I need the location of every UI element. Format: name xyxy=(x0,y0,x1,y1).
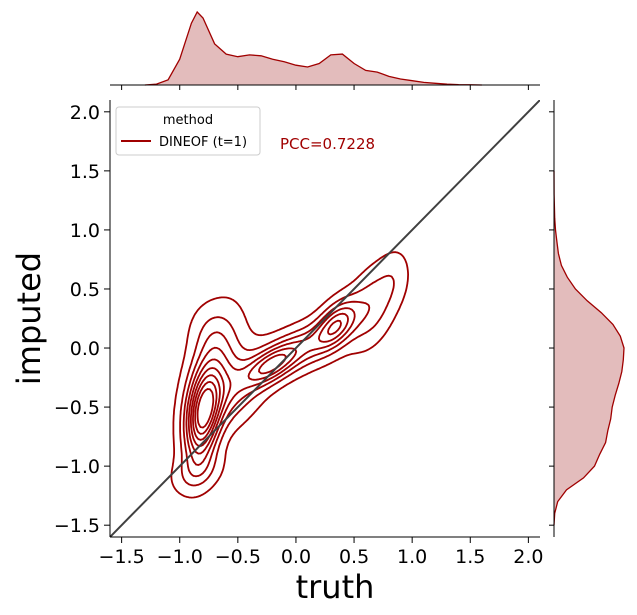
y-tick-label: 2.0 xyxy=(70,102,100,124)
kde-contour-level xyxy=(187,312,349,455)
top-marginal-ticks xyxy=(121,85,529,90)
kde-contour-level xyxy=(170,251,409,499)
y-tick-label: 0.0 xyxy=(70,338,100,360)
top-marginal-density xyxy=(110,10,540,90)
y-axis-ticks: −1.5 −1.0 −0.5 0.0 0.5 1.0 1.5 2.0 xyxy=(54,102,110,537)
x-axis-ticks: −1.5 −1.0 −0.5 0.0 0.5 1.0 1.5 2.0 xyxy=(99,537,543,568)
y-tick-label: −1.5 xyxy=(54,515,100,537)
x-tick-label: 1.0 xyxy=(397,546,427,568)
legend-entry-dineof: DINEOF (t=1) xyxy=(159,135,247,150)
x-tick-label: 0.0 xyxy=(281,546,311,568)
x-tick-label: −0.5 xyxy=(215,546,261,568)
x-tick-label: −1.5 xyxy=(99,546,145,568)
kde-contours xyxy=(170,251,409,499)
legend: method DINEOF (t=1) xyxy=(115,106,261,156)
x-tick-label: 1.5 xyxy=(455,546,485,568)
kde-contour-level xyxy=(182,300,371,478)
right-marginal-ticks xyxy=(549,111,554,526)
legend-box xyxy=(115,106,261,156)
y-tick-label: −0.5 xyxy=(54,397,100,419)
kde-contour-level xyxy=(196,388,215,429)
y-tick-label: 0.5 xyxy=(70,279,100,301)
kde-contour-level xyxy=(185,307,356,466)
top-marginal-fill xyxy=(144,12,482,85)
kde-contour-level xyxy=(194,381,218,435)
main-plot-area: −1.5 −1.0 −0.5 0.0 0.5 1.0 1.5 2.0 −1.5 −1.0 −0.5… xyxy=(10,100,543,606)
legend-title: method xyxy=(163,113,213,128)
kde-contour-level xyxy=(192,374,221,441)
x-tick-label: −1.0 xyxy=(157,546,203,568)
x-axis-title: truth xyxy=(296,568,375,606)
kde-contour-level xyxy=(179,274,395,487)
x-tick-label: 0.5 xyxy=(339,546,369,568)
identity-line xyxy=(110,100,540,537)
x-tick-label: 2.0 xyxy=(513,546,543,568)
top-marginal-line xyxy=(144,10,482,86)
y-tick-label: 1.5 xyxy=(70,161,100,183)
y-axis-title: imputed xyxy=(10,252,48,385)
right-marginal-line xyxy=(553,170,625,526)
y-tick-label: −1.0 xyxy=(54,456,100,478)
right-marginal-density xyxy=(549,100,625,537)
y-tick-label: 1.0 xyxy=(70,220,100,242)
pcc-annotation: PCC=0.7228 xyxy=(280,135,375,153)
